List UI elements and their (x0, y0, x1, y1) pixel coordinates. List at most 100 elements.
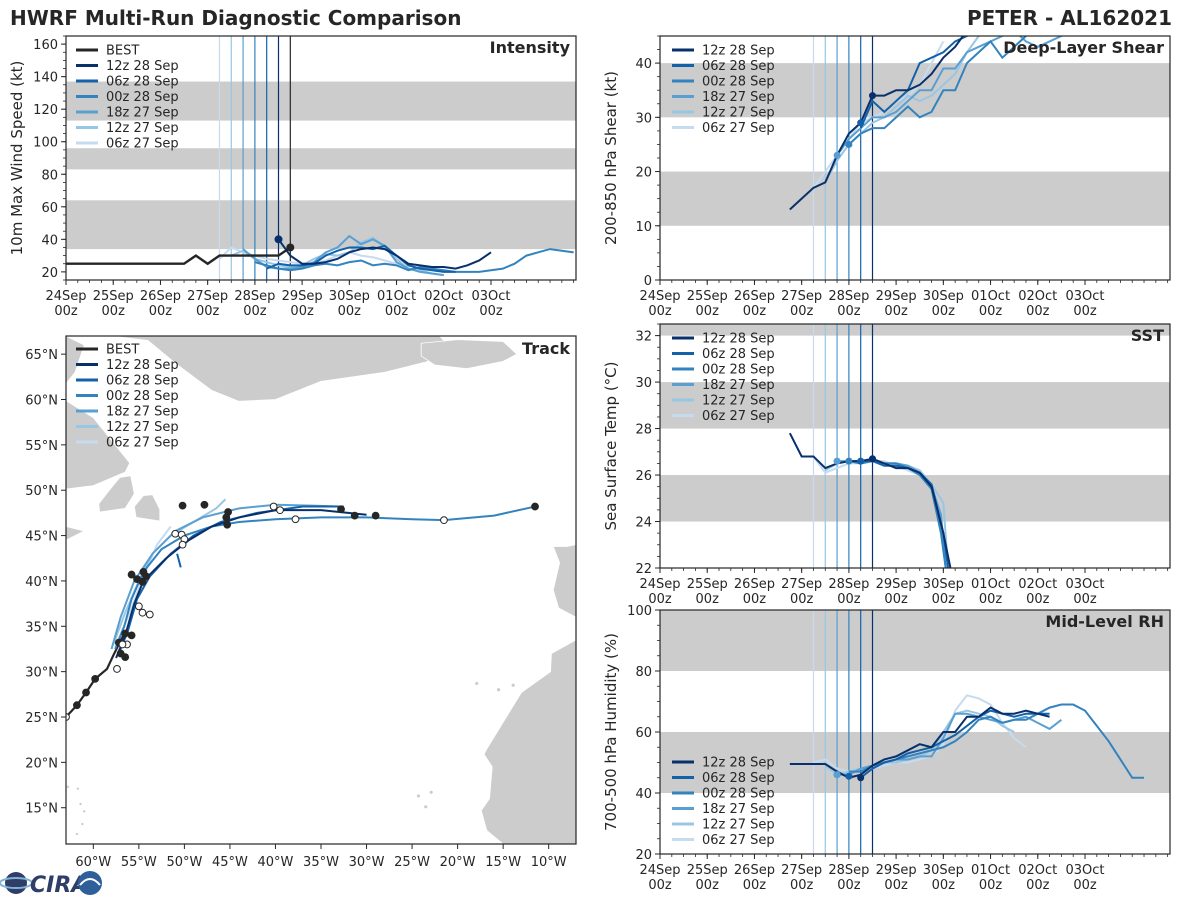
cira-logo: CIRA (0, 871, 102, 898)
logo-emblem-icon (78, 871, 102, 895)
track-ytick-label: 45°N (25, 530, 58, 545)
shear-series-0 (789, 36, 965, 211)
sst-xtick-label: 27Sep 00z (781, 577, 822, 607)
shear-xtick-label: 24Sep 00z (639, 289, 680, 319)
sst-legend-label: 12z 28 Sep (702, 332, 775, 347)
rh-title: Mid-Level RH (1045, 612, 1164, 631)
track-point (178, 501, 187, 510)
intensity-ytick-label: 140 (33, 71, 58, 86)
logo-orbit-icon (0, 877, 33, 889)
track-legend-label: 12z 27 Sep (106, 420, 179, 435)
intensity-best-line (66, 246, 291, 266)
island-shape (74, 832, 79, 837)
track-ytick-label: 15°N (25, 802, 58, 817)
track-series-3 (110, 503, 340, 650)
shear-legend-label: 06z 28 Sep (702, 59, 775, 74)
rh-xtick-label: 30Sep 00z (923, 863, 964, 893)
nova-scotia-shape (66, 526, 86, 541)
intensity-legend-label: 00z 28 Sep (106, 90, 179, 105)
rh-xtick-label: 25Sep 00z (687, 863, 728, 893)
shear-legend-label: 12z 28 Sep (702, 44, 775, 59)
shear-xtick-label: 25Sep 00z (687, 289, 728, 319)
avalon-shape (133, 494, 161, 522)
sst-marker (869, 455, 876, 463)
track-xtick-label: 20°W (440, 855, 476, 870)
track-point (91, 675, 100, 683)
rh-xtick-label: 01Oct 00z (971, 863, 1010, 893)
rh-xtick-label: 27Sep 00z (781, 863, 822, 893)
africa-shape (480, 618, 576, 844)
sst-ytick-label: 24 (635, 516, 652, 531)
sst-legend-label: 12z 27 Sep (702, 394, 775, 409)
track-point (127, 631, 136, 640)
shear-xtick-label: 03Oct 00z (1065, 289, 1104, 319)
shear-marker (845, 140, 853, 148)
island-shape (510, 682, 516, 688)
rh-ytick-label: 80 (635, 665, 652, 680)
track-point (113, 665, 121, 673)
sst-legend-label: 06z 28 Sep (702, 347, 775, 362)
shear-xtick-label: 01Oct 00z (971, 289, 1010, 319)
sst-ytick-label: 22 (635, 562, 652, 577)
sst-legend-label: 00z 28 Sep (702, 363, 775, 378)
shear-ytick-label: 10 (635, 220, 652, 235)
sst-legend-label: 06z 27 Sep (702, 409, 775, 424)
sst-marker (833, 457, 841, 465)
island-shape (474, 681, 480, 686)
intensity-legend-label: 12z 28 Sep (106, 59, 179, 74)
sst-band (660, 324, 1170, 336)
intensity-xtick-label: 25Sep 00z (93, 289, 134, 319)
track-ytick-label: 65°N (25, 348, 58, 363)
island-shape (428, 789, 434, 795)
intensity-xtick-label: 30Sep 00z (329, 289, 370, 319)
shear-ylabel: 200-850 hPa Shear (kt) (602, 71, 620, 245)
shear-marker (869, 92, 876, 100)
shear-series-1 (859, 36, 970, 129)
intensity-xtick-label: 03Oct 00z (471, 289, 510, 319)
track-ytick-label: 35°N (25, 620, 58, 635)
rh-legend-label: 06z 28 Sep (702, 771, 775, 786)
track-point (138, 608, 147, 617)
rh-ytick-label: 60 (635, 726, 652, 741)
shear-marker (833, 151, 841, 159)
rh-ylabel: 700-500 hPa Humidity (%) (602, 633, 620, 831)
shear-ytick-label: 40 (635, 57, 652, 72)
shear-xtick-label: 27Sep 00z (781, 289, 822, 319)
track-legend-label: 06z 27 Sep (106, 436, 179, 451)
track-xtick-label: 60°W (75, 855, 111, 870)
track-point (178, 540, 187, 549)
track-title: Track (522, 339, 570, 358)
track-ytick-label: 40°N (25, 575, 58, 590)
logo-globe-icon (5, 872, 27, 894)
track-point (269, 502, 278, 511)
island-shape (496, 687, 501, 693)
track-point (134, 602, 143, 611)
intensity-xtick-label: 26Sep 00z (140, 289, 181, 319)
sst-series-2 (848, 460, 947, 568)
intensity-ytick-label: 80 (41, 168, 58, 183)
intensity-legend-label: 06z 27 Sep (106, 137, 179, 152)
track-point (200, 500, 209, 509)
track-point (350, 511, 359, 520)
shear-legend-label: 18z 27 Sep (702, 90, 775, 105)
island-shape (423, 804, 429, 810)
shear-legend-label: 12z 27 Sep (702, 106, 775, 121)
intensity-ylabel: 10m Max Wind Speed (kt) (8, 61, 26, 256)
island-shape (416, 793, 421, 799)
track-series-0 (115, 509, 367, 659)
sst-xtick-label: 29Sep 00z (876, 577, 917, 607)
sst-xtick-label: 03Oct 00z (1065, 577, 1104, 607)
track-point (82, 688, 90, 697)
track-point (66, 713, 70, 721)
shear-xtick-label: 29Sep 00z (876, 289, 917, 319)
track-ytick-label: 60°N (25, 394, 58, 409)
track-point (276, 506, 284, 515)
sst-xtick-label: 30Sep 00z (923, 577, 964, 607)
shear-series-2 (848, 36, 1027, 146)
shear-band (660, 171, 1170, 226)
sst-band (660, 475, 1170, 522)
